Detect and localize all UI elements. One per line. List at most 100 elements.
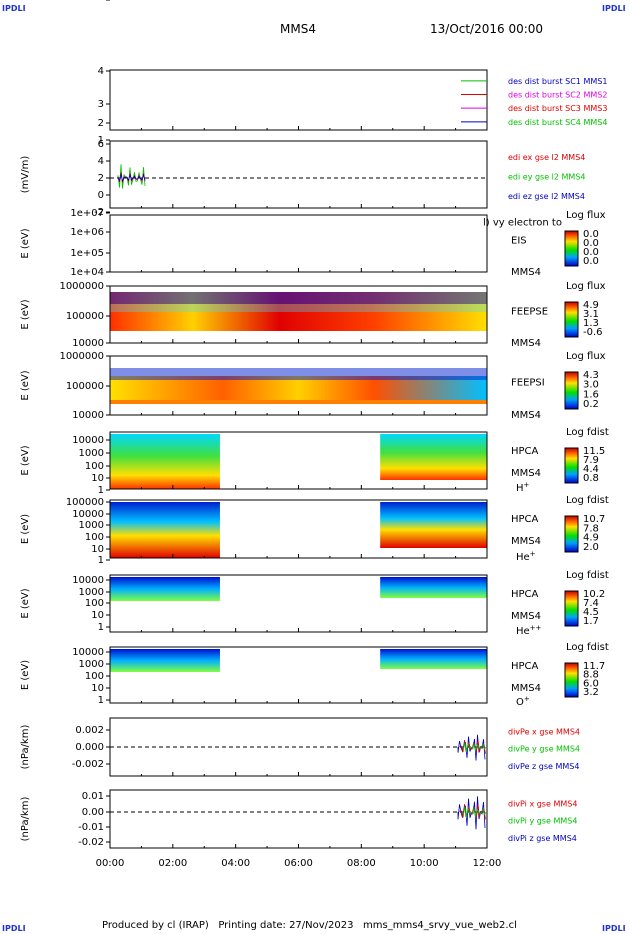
data-trace-1 bbox=[117, 164, 146, 189]
data-trace-1 bbox=[117, 173, 146, 183]
spacecraft-label-6: MMS4 bbox=[511, 536, 541, 547]
y-tick-label-10-2: -0.01 bbox=[78, 822, 104, 833]
y-tick-label-10-0: 0.01 bbox=[82, 791, 104, 802]
species-charge: + bbox=[524, 481, 530, 489]
colorbar-value-5-2: 4.4 bbox=[583, 464, 599, 475]
colorbar-4 bbox=[564, 371, 579, 410]
footer-credits: Produced by cl (IRAP) Printing date: 27/… bbox=[102, 920, 517, 931]
y-axis-label-4: E (eV) bbox=[20, 370, 31, 400]
y-tick-label-2-0: 1e+07 bbox=[70, 208, 104, 219]
colorbar-7 bbox=[564, 590, 579, 627]
y-tick-label-2-1: 1e+06 bbox=[70, 227, 104, 238]
y-tick-label-0-2: 2 bbox=[98, 118, 104, 129]
y-tick-label-8-2: 100 bbox=[85, 671, 104, 682]
y-tick-label-4-0: 1000000 bbox=[59, 351, 104, 362]
heatmap-body-4 bbox=[110, 368, 487, 404]
panel-frame-1 bbox=[109, 140, 488, 209]
legend-entry-0-1: des dist burst SC2 MMS2 bbox=[508, 91, 607, 100]
colorbar-2 bbox=[564, 230, 579, 267]
colorbar-value-5-1: 7.9 bbox=[583, 455, 599, 466]
instrument-label-7: HPCA bbox=[511, 589, 539, 600]
data-trace-10 bbox=[459, 804, 486, 820]
hpca-late-interval bbox=[380, 502, 487, 548]
legend-entry-1-2: edi ez gse l2 MMS4 bbox=[508, 192, 585, 201]
instrument-label-5: HPCA bbox=[511, 446, 539, 457]
heatmap-body-7 bbox=[110, 577, 487, 601]
panel-frame-10 bbox=[109, 789, 488, 849]
corner-label-bottom-left: IPDLI bbox=[2, 924, 26, 933]
feepsi-low-band bbox=[110, 400, 487, 404]
legend-entry-9-2: divPe z gse MMS4 bbox=[508, 762, 579, 771]
y-tick-label-5-1: 1000 bbox=[79, 448, 104, 459]
colorbar-title-3: Log flux bbox=[566, 281, 606, 292]
y-tick-label-6-1: 10000 bbox=[72, 509, 104, 520]
y-tick-label-4-1: 100000 bbox=[66, 381, 104, 392]
y-tick-label-0-3: 1 bbox=[98, 135, 104, 146]
x-tick-label-4: 08:00 bbox=[347, 858, 376, 869]
species-label-6: He+ bbox=[516, 550, 536, 563]
species-charge: + bbox=[530, 550, 536, 558]
colorbar-5 bbox=[564, 447, 579, 484]
y-tick-label-1-1: 4 bbox=[98, 156, 104, 167]
feepsi-high-energy-band bbox=[110, 368, 487, 380]
x-tick-label-2: 04:00 bbox=[221, 858, 250, 869]
corner-label-bottom-right: IPDLI bbox=[602, 924, 626, 933]
colorbar-value-8-1: 8.8 bbox=[583, 670, 599, 681]
instrument-label-4: FEEPSI bbox=[511, 378, 545, 389]
colorbar-value-5-3: 0.8 bbox=[583, 473, 599, 484]
overlay-label-2: l) vy electron to bbox=[483, 218, 562, 229]
species-label-5: H+ bbox=[516, 481, 530, 494]
y-axis-label-6: E (eV) bbox=[20, 514, 31, 544]
data-trace-9 bbox=[461, 742, 487, 752]
colorbar-title-8: Log fdist bbox=[566, 642, 609, 653]
legend-entry-1-1: edi ey gse l2 MMS4 bbox=[508, 172, 586, 181]
y-tick-label-10-3: -0.02 bbox=[78, 837, 104, 848]
colorbar-value-4-0: 4.3 bbox=[583, 370, 599, 381]
y-tick-label-3-0: 1000000 bbox=[59, 281, 104, 292]
legend-entry-9-1: divPe y gse MMS4 bbox=[508, 745, 580, 754]
y-axis-label-1: (mV/m) bbox=[20, 156, 31, 194]
x-tick-label-5: 10:00 bbox=[410, 858, 439, 869]
y-axis-label-10: (nPa/km) bbox=[20, 797, 31, 842]
colorbar-value-4-3: 0.2 bbox=[583, 399, 599, 410]
y-axis-label-3: E (eV) bbox=[20, 299, 31, 329]
hpca-early-interval bbox=[110, 434, 220, 489]
colorbar-title-6: Log fdist bbox=[566, 495, 609, 506]
colorbar-value-8-3: 3.2 bbox=[583, 687, 599, 698]
instrument-label-6: HPCA bbox=[511, 514, 539, 525]
y-axis-label-5: E (eV) bbox=[20, 445, 31, 475]
colorbar-value-6-2: 4.9 bbox=[583, 533, 599, 544]
y-tick-label-5-3: 10 bbox=[91, 473, 104, 484]
y-tick-label-6-4: 10 bbox=[91, 544, 104, 555]
hpca-early-interval bbox=[110, 502, 220, 558]
colorbar-title-2: Log flux bbox=[566, 210, 606, 221]
colorbar-8 bbox=[564, 662, 579, 698]
y-tick-label-5-2: 100 bbox=[85, 461, 104, 472]
spacecraft-label-5: MMS4 bbox=[511, 468, 541, 479]
x-tick-label-3: 06:00 bbox=[284, 858, 313, 869]
colorbar-value-3-3: -0.6 bbox=[583, 327, 603, 338]
x-tick-label-1: 02:00 bbox=[158, 858, 187, 869]
colorbar-value-2-3: 0.0 bbox=[583, 256, 599, 267]
legend-entry-10-0: divPi x gse MMS4 bbox=[508, 800, 577, 809]
header-spacecraft: MMS4 bbox=[280, 22, 316, 36]
colorbar-6 bbox=[564, 515, 579, 553]
legend-entry-10-2: divPi z gse MMS4 bbox=[508, 834, 577, 843]
species-label-7: He++ bbox=[516, 624, 542, 637]
legend-entry-9-0: divPe x gse MMS4 bbox=[508, 728, 580, 737]
y-tick-label-5-0: 10000 bbox=[72, 435, 104, 446]
y-tick-label-7-3: 10 bbox=[91, 610, 104, 621]
colorbar-value-6-0: 10.7 bbox=[583, 514, 605, 525]
y-tick-label-3-2: 10000 bbox=[72, 338, 104, 349]
colorbar-value-7-1: 7.4 bbox=[583, 598, 599, 609]
y-tick-label-0-1: 3 bbox=[98, 99, 104, 110]
instrument-label-8: HPCA bbox=[511, 661, 539, 672]
colorbar-value-7-2: 4.5 bbox=[583, 607, 599, 618]
heatmap-body-8 bbox=[110, 649, 487, 672]
hpca-late-interval bbox=[380, 649, 487, 669]
y-tick-label-6-2: 1000 bbox=[79, 520, 104, 531]
panel-frame-0 bbox=[109, 69, 488, 131]
y-axis-label-7: E (eV) bbox=[20, 588, 31, 618]
spacecraft-label-3: MMS4 bbox=[511, 338, 541, 349]
legend-entry-0-0: des dist burst SC1 MMS1 bbox=[508, 77, 607, 86]
